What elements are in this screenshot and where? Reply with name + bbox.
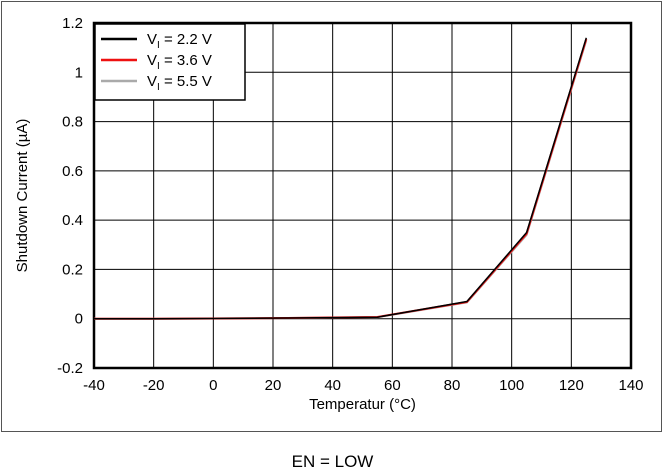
x-axis-label: Temperatur (°C)	[309, 396, 416, 413]
condition-caption: EN = LOW	[291, 452, 374, 471]
x-tick-label: 40	[324, 377, 341, 394]
legend-box	[94, 23, 246, 101]
legend-label: VI = 3.6 V	[147, 52, 212, 72]
legend-label: VI = 2.2 V	[147, 31, 212, 51]
y-tick-label: 0.2	[62, 261, 83, 278]
x-tick-label: -40	[83, 377, 105, 394]
shutdown-current-chart: -40 -20 0 20 40 60 80 100 120 140 -0.2 0 0.2 0.4 0.6 0.…	[14, 15, 644, 413]
y-tick-label: 0.6	[62, 163, 83, 180]
y-tick-label: 0	[75, 311, 83, 328]
x-tick-label: 60	[384, 377, 401, 394]
chart-frame: -40 -20 0 20 40 60 80 100 120 140 -0.2 0 0.2 0.4 0.6 0.…	[1, 1, 662, 432]
series-line-1	[94, 37, 588, 320]
x-tick-label: -20	[143, 377, 165, 394]
x-tick-label: 80	[444, 377, 461, 394]
plot-area-border	[92, 21, 633, 370]
y-tick-label: -0.2	[57, 360, 83, 377]
legend-label: VI = 5.5 V	[147, 73, 212, 93]
x-tick-label: 140	[618, 377, 643, 394]
x-tick-label: 20	[265, 377, 282, 394]
x-tick-label: 120	[559, 377, 584, 394]
y-axis-label: Shutdown Current (µA)	[14, 119, 31, 273]
x-tick-label: 0	[209, 377, 217, 394]
x-tick-label: 100	[499, 377, 524, 394]
y-tick-label: 1	[75, 64, 83, 81]
y-tick-label: 0.4	[62, 212, 83, 229]
y-tick-label: 1.2	[62, 15, 83, 32]
y-tick-label: 0.8	[62, 114, 83, 131]
